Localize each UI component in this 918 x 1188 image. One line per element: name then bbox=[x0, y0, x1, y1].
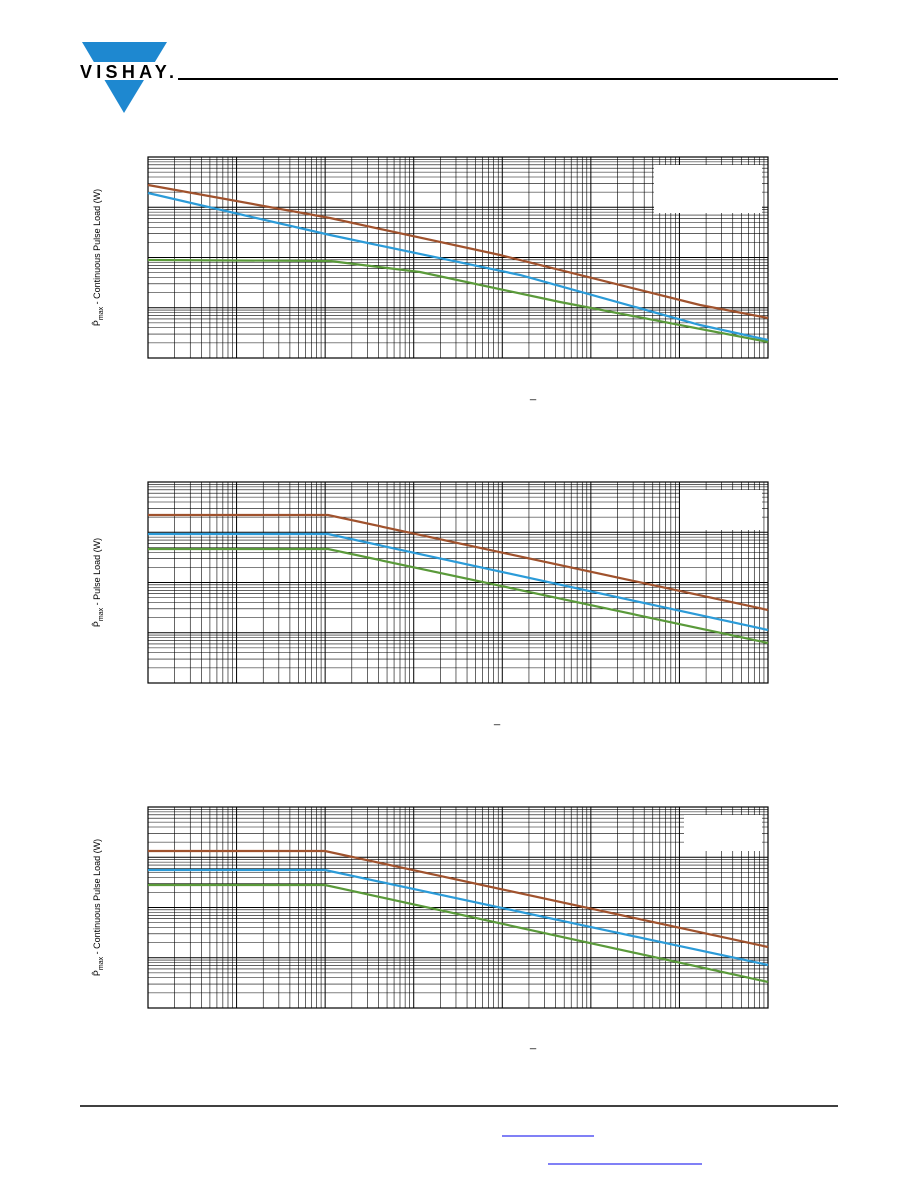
curve bbox=[148, 532, 769, 632]
logo-band bbox=[79, 62, 175, 80]
label-text: - Continuous Pulse Load (W) bbox=[92, 189, 102, 307]
label-text: - Pulse Load (W) bbox=[92, 538, 102, 608]
curve bbox=[148, 849, 769, 949]
chart: P̂max - Continuous Pulse Load (W) _ bbox=[92, 806, 769, 1050]
chart: P̂max - Continuous Pulse Load (W) _ bbox=[92, 156, 769, 401]
x-axis-mark: _ bbox=[529, 389, 537, 401]
symbol: P̂ bbox=[92, 970, 102, 976]
curve bbox=[148, 868, 769, 967]
subscript: max bbox=[98, 956, 105, 970]
label-text: - Continuous Pulse Load (W) bbox=[92, 839, 102, 957]
curve bbox=[148, 547, 769, 645]
y-axis-label: P̂max - Continuous Pulse Load (W) bbox=[92, 189, 105, 326]
logo: VISHAY. bbox=[79, 42, 175, 113]
curve bbox=[147, 191, 769, 342]
legend-box bbox=[654, 165, 762, 213]
y-axis-label: P̂max - Continuous Pulse Load (W) bbox=[92, 839, 105, 976]
curve bbox=[148, 883, 769, 984]
x-axis-mark: _ bbox=[493, 714, 501, 726]
chart: P̂max - Pulse Load (W) _ bbox=[92, 481, 769, 726]
subscript: max bbox=[98, 607, 105, 621]
x-axis-mark: _ bbox=[529, 1038, 537, 1050]
y-axis-label: P̂max - Pulse Load (W) bbox=[92, 538, 105, 627]
symbol: P̂ bbox=[92, 621, 102, 627]
symbol: P̂ bbox=[92, 320, 102, 326]
curve bbox=[147, 183, 769, 320]
curve bbox=[148, 513, 769, 612]
subscript: max bbox=[98, 306, 105, 320]
legend-box bbox=[680, 490, 762, 530]
legend-box bbox=[684, 815, 762, 851]
curve bbox=[147, 258, 769, 344]
